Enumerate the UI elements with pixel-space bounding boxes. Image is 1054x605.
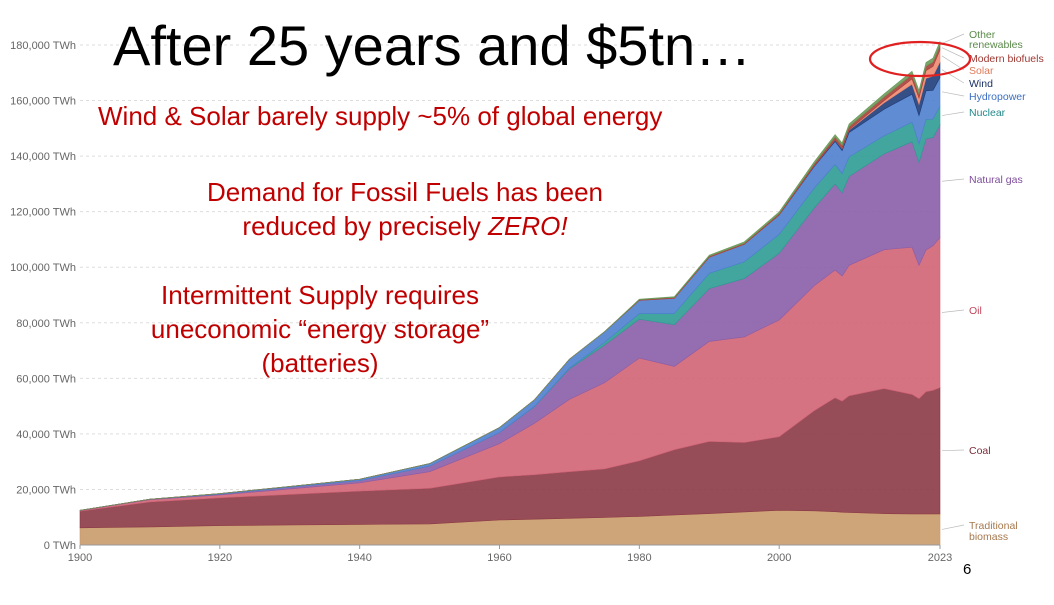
annotation-storage-line-2: uneconomic “energy storage”	[150, 313, 490, 344]
y-tick-label: 120,000 TWh	[10, 207, 76, 219]
annotation-fossil-fuels-emphasis: ZERO!	[488, 210, 568, 241]
annotation-fossil-fuels-text: reduced by precisely	[242, 210, 489, 241]
x-tick-label: 2023	[928, 552, 952, 564]
annotation-wind-solar-line-1: Wind & Solar barely supply ~5% of global…	[98, 101, 663, 131]
legend-label-coal: Coal	[969, 445, 991, 457]
slide-title: After 25 years and $5tn…	[113, 14, 752, 77]
legend-label-natural-gas: Natural gas	[969, 174, 1023, 186]
y-tick-label: 20,000 TWh	[16, 484, 76, 496]
y-tick-label: 60,000 TWh	[16, 373, 76, 385]
y-tick-label: 0 TWh	[44, 540, 76, 552]
legend-connector	[941, 33, 965, 44]
x-tick-label: 1920	[208, 552, 232, 564]
y-tick-label: 40,000 TWh	[16, 429, 76, 441]
slide-number: 6	[963, 561, 972, 578]
y-axis-ticks: 0 TWh 20,000 TWh 40,000 TWh 60,000 TWh 80,00…	[10, 40, 76, 552]
legend-label-traditional-biomass: Traditional biomass	[969, 520, 1018, 543]
y-tick-label: 100,000 TWh	[10, 262, 76, 274]
legend-connector	[941, 111, 965, 116]
legend-label-nuclear: Nuclear	[969, 107, 1006, 119]
legend-label-hydropower: Hydropower	[969, 91, 1026, 103]
highlight-ellipse	[868, 40, 972, 78]
legend-connector	[941, 91, 965, 97]
legend-label-other-renewables: Other renewables	[969, 29, 1023, 51]
annotation-wind-solar: Wind & Solar barely supply ~5% of global…	[98, 100, 662, 134]
legend-connector	[941, 47, 965, 59]
x-tick-label: 1960	[487, 552, 511, 564]
annotation-fossil-fuels-line-2: reduced by precisely ZERO!	[175, 210, 635, 244]
legend-connector	[941, 449, 965, 452]
annotation-storage-line-3: (batteries)	[261, 347, 379, 378]
legend-connector	[941, 178, 965, 182]
legend-label-wind: Wind	[969, 78, 993, 90]
y-tick-label: 140,000 TWh	[10, 151, 76, 163]
legend-connector	[941, 69, 965, 84]
legend-connector	[941, 309, 965, 313]
x-tick-label: 1940	[347, 552, 371, 564]
y-tick-label: 80,000 TWh	[16, 318, 76, 330]
x-tick-label: 1900	[68, 552, 92, 564]
y-tick-label: 180,000 TWh	[10, 40, 76, 52]
x-axis-ticks: 1900 1920 1940 1960 1980 2000 2023	[68, 545, 952, 564]
annotation-fossil-fuels: Demand for Fossil Fuels has been reduced…	[175, 176, 635, 244]
annotation-fossil-fuels-line-1: Demand for Fossil Fuels has been	[207, 177, 603, 207]
stacked-areas	[79, 41, 941, 546]
annotation-storage-line-1: Intermittent Supply requires	[161, 280, 479, 310]
legend-label-solar: Solar	[969, 65, 994, 77]
legend-connector	[941, 524, 965, 530]
legend-label-modern-biofuels: Modern biofuels	[969, 53, 1044, 65]
legend: Traditional biomass Coal Oil Natural gas Nucl…	[941, 29, 1044, 543]
x-tick-label: 2000	[767, 552, 791, 564]
legend-label-oil: Oil	[969, 305, 982, 317]
x-tick-label: 1980	[627, 552, 651, 564]
legend-connector	[941, 55, 965, 71]
annotation-storage: Intermittent Supply requires uneconomic …	[115, 279, 525, 380]
y-tick-label: 160,000 TWh	[10, 96, 76, 108]
